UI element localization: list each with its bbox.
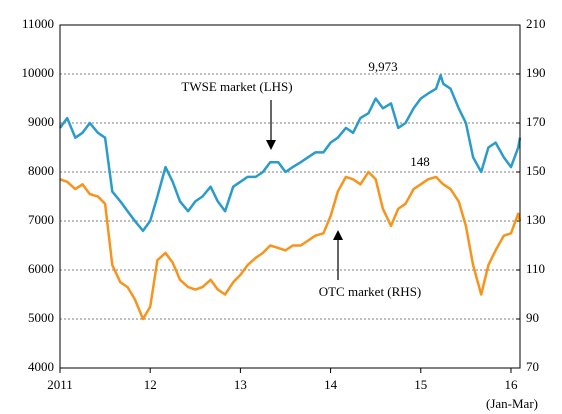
y-tick-label: 4000 (28, 359, 54, 374)
y2-tick-label: 170 (526, 114, 546, 129)
annotation: OTC market (RHS) (319, 284, 422, 299)
annotation-arrows (266, 100, 343, 280)
y2-tick-label: 210 (526, 16, 546, 31)
y-tick-label: 9000 (28, 114, 54, 129)
y-tick-label: 5000 (28, 310, 54, 325)
y2-tick-label: 130 (526, 212, 546, 227)
y-tick-label: 11000 (22, 16, 54, 31)
x-note: (Jan-Mar) (486, 396, 538, 411)
y-tick-label: 6000 (28, 261, 54, 276)
x-tick-label: 16 (504, 377, 518, 392)
arrow-head (266, 140, 276, 150)
series-line (59, 170, 522, 321)
series-line (58, 74, 522, 233)
arrow-head (333, 230, 343, 240)
x-tick-label: 14 (324, 377, 338, 392)
y-tick-label: 10000 (22, 65, 55, 80)
x-tick-label: 15 (414, 377, 427, 392)
y2-tick-label: 190 (526, 65, 546, 80)
plot-frame (59, 24, 521, 369)
y2-tick-label: 110 (526, 261, 545, 276)
y2-tick-label: 70 (526, 359, 539, 374)
y-tick-label: 8000 (28, 163, 54, 178)
annotation: TWSE market (LHS) (181, 79, 292, 94)
y2-tick-label: 90 (526, 310, 539, 325)
annotation: 9,973 (368, 59, 397, 74)
x-tick-label: 13 (234, 377, 247, 392)
plot: 4000 5000 6000 7000 8000 9000 10000 11000 70 90 11… (22, 16, 546, 392)
y-tick-label: 7000 (28, 212, 54, 227)
annotation: 148 (410, 154, 430, 169)
y2-tick-label: 150 (526, 163, 546, 178)
x-tick-label: 12 (144, 377, 157, 392)
x-tick-label: 2011 (47, 377, 73, 392)
